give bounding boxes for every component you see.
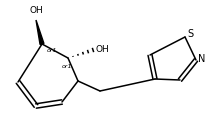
Text: OH: OH: [29, 6, 43, 15]
Polygon shape: [36, 20, 44, 44]
Text: OH: OH: [96, 44, 110, 53]
Text: N: N: [198, 54, 205, 64]
Text: or1: or1: [62, 64, 73, 70]
Text: or1: or1: [47, 49, 58, 53]
Text: S: S: [187, 29, 193, 39]
